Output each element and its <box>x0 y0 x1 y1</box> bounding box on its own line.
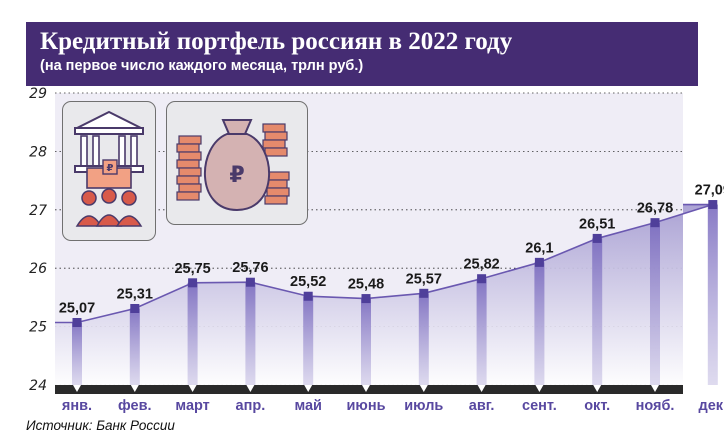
chart-title: Кредитный портфель россиян в 2022 году <box>40 28 513 55</box>
source-note: Источник: Банк России <box>26 418 175 433</box>
x-tick-marker <box>477 385 486 392</box>
x-tick-label: нояб. <box>636 398 675 414</box>
value-bar <box>476 278 487 385</box>
x-tick-marker <box>708 385 717 392</box>
x-tick-label: июнь <box>347 398 386 414</box>
x-tick-marker <box>188 385 197 392</box>
x-tick-label: апр. <box>236 398 266 414</box>
data-point-marker <box>708 200 718 210</box>
value-bar <box>129 308 140 385</box>
data-value-label: 25,52 <box>290 274 326 290</box>
x-tick-marker <box>593 385 602 392</box>
chart-header: Кредитный портфель россиян в 2022 году (… <box>26 22 698 86</box>
data-point-marker <box>188 278 198 288</box>
data-point-marker <box>303 291 313 301</box>
y-tick-label: 28 <box>29 144 47 160</box>
value-bar <box>72 322 82 385</box>
x-tick-label: фев. <box>118 398 152 414</box>
data-value-label: 25,75 <box>174 261 210 277</box>
data-value-label: 27,09 <box>695 183 724 199</box>
value-bar <box>361 298 371 385</box>
x-tick-label: май <box>294 398 322 414</box>
area-fill <box>55 204 713 385</box>
x-tick-marker <box>651 385 659 392</box>
x-tick-label: дек. <box>699 398 724 414</box>
data-value-label: 25,07 <box>59 301 95 317</box>
x-tick-marker <box>130 385 139 392</box>
money-bag-icon-box: ₽ <box>166 101 308 225</box>
x-tick-label: янв. <box>62 398 92 414</box>
value-bar <box>245 282 256 385</box>
x-tick-label: март <box>175 398 209 414</box>
data-value-label: 25,57 <box>406 271 442 287</box>
data-point-marker <box>419 288 429 298</box>
value-bar <box>303 296 314 385</box>
value-bar <box>534 262 545 385</box>
x-tick-marker <box>304 385 313 392</box>
data-value-label: 26,51 <box>579 216 615 232</box>
value-bar <box>187 282 198 385</box>
svg-text:₽: ₽ <box>107 163 114 174</box>
svg-text:₽: ₽ <box>229 163 244 188</box>
value-bar <box>592 238 603 385</box>
data-point-marker <box>592 233 602 243</box>
y-tick-label: 26 <box>29 261 47 277</box>
x-axis-bar <box>55 385 683 394</box>
series-line <box>55 203 714 324</box>
bank-people-icon-box: ₽ <box>62 101 156 241</box>
value-bar <box>650 222 660 385</box>
x-tick-label: окт. <box>584 398 610 414</box>
y-tick-label: 25 <box>29 320 47 336</box>
data-value-label: 26,78 <box>637 201 673 217</box>
data-point-marker <box>361 294 371 304</box>
y-tick-label: 24 <box>29 378 47 394</box>
x-tick-marker <box>246 385 255 392</box>
data-point-marker <box>477 274 487 284</box>
x-tick-marker <box>73 385 81 392</box>
data-value-label: 26,1 <box>525 240 553 256</box>
data-value-label: 25,31 <box>117 286 153 302</box>
value-bar <box>418 293 429 385</box>
x-tick-label: авг. <box>469 398 495 414</box>
data-point-marker <box>650 218 660 228</box>
x-tick-label: июль <box>404 398 443 414</box>
x-tick-marker <box>419 385 428 392</box>
data-point-marker <box>72 318 82 328</box>
x-tick-label: сент. <box>522 398 557 414</box>
data-point-marker <box>245 277 255 287</box>
y-tick-label: 29 <box>29 86 47 102</box>
chart-subtitle: (на первое число каждого месяца, трлн ру… <box>40 58 364 74</box>
data-value-label: 25,76 <box>232 260 268 276</box>
y-tick-label: 27 <box>29 203 47 219</box>
money-bag-icon: ₽ <box>176 119 290 212</box>
value-bar <box>707 204 718 385</box>
x-tick-marker <box>362 385 370 392</box>
data-value-label: 25,82 <box>463 257 499 273</box>
data-value-label: 25,48 <box>348 277 384 293</box>
data-point-marker <box>130 303 140 313</box>
x-tick-marker <box>535 385 544 392</box>
bank-with-people-icon: ₽ <box>74 110 144 227</box>
data-point-marker <box>534 257 544 267</box>
